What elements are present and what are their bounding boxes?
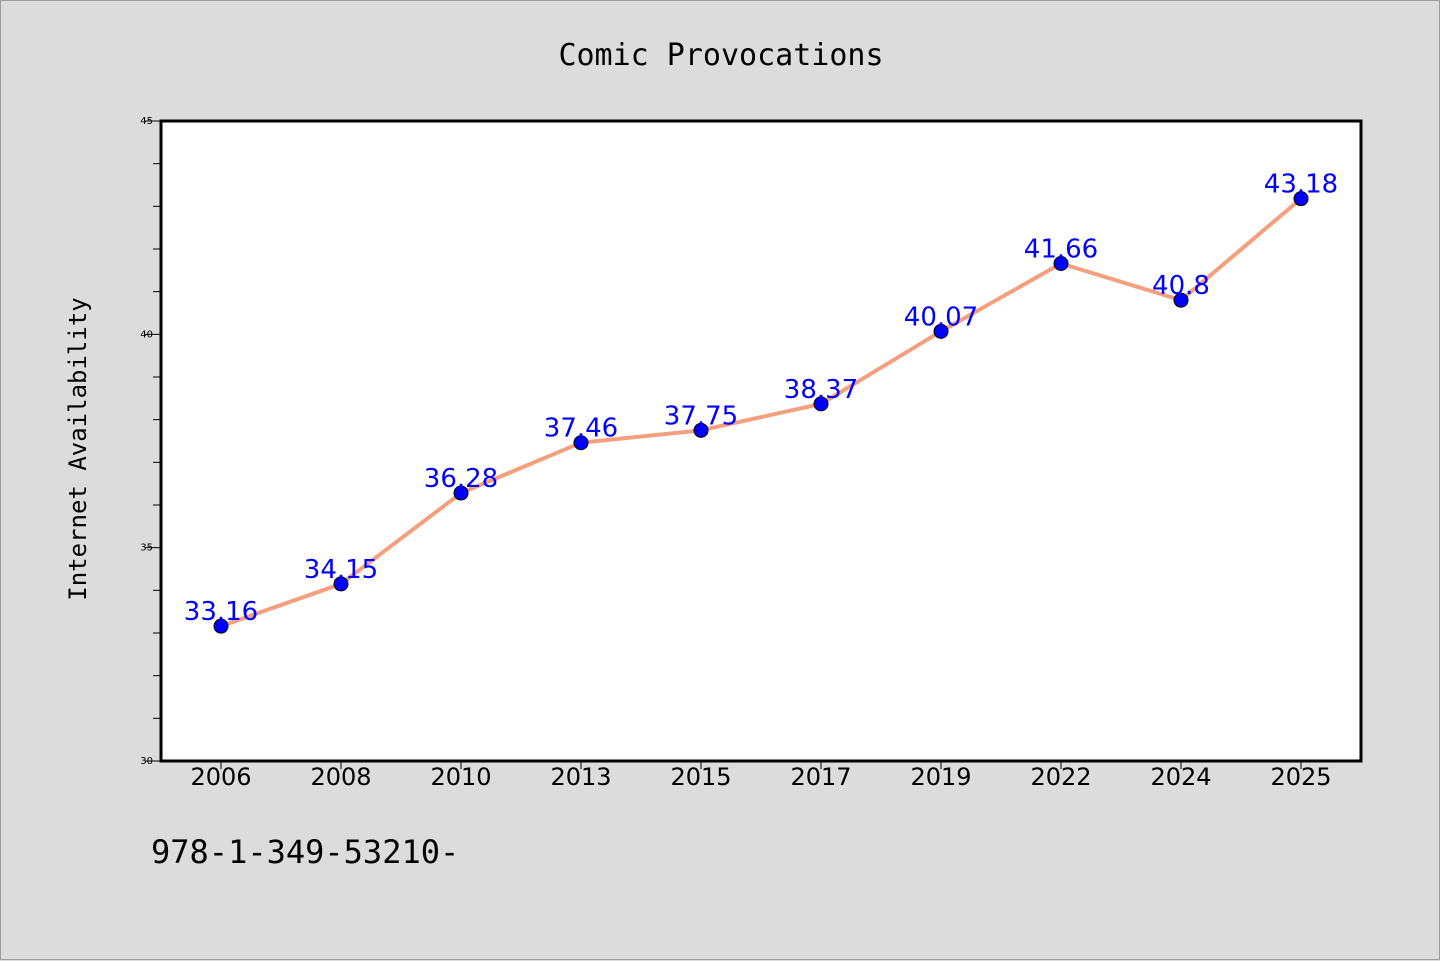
x-tick-label: 2006	[190, 763, 251, 791]
series-line	[219, 196, 1303, 629]
series-group: 33.16 34.15 36.28 37.46 37.75 38.37 40.07 41.66…	[184, 170, 1338, 634]
x-tick-label: 2017	[790, 763, 851, 791]
y-tick-label: 45	[140, 116, 153, 127]
y-axis: 30 35 40 45	[140, 116, 161, 767]
plot-area	[159, 119, 1363, 763]
footnote-text: 978-1-349-53210-	[151, 833, 460, 871]
data-point	[573, 435, 589, 451]
data-point	[813, 396, 829, 412]
chart-title: Comic Provocations	[558, 38, 883, 73]
x-tick-label: 2019	[910, 763, 971, 791]
data-label: 38.37	[784, 375, 858, 405]
data-point	[933, 323, 949, 339]
x-tick-label: 2022	[1030, 763, 1091, 791]
data-label: 37.46	[544, 414, 618, 444]
x-tick-label: 2008	[310, 763, 371, 791]
y-axis-label: Internet Availability	[64, 297, 92, 600]
y-tick-label: 30	[140, 756, 153, 767]
data-point	[1053, 256, 1069, 272]
data-point	[1173, 292, 1189, 308]
data-point	[213, 618, 229, 634]
data-label: 43.18	[1264, 170, 1338, 200]
data-label: 36.28	[424, 464, 498, 494]
x-tick-label: 2013	[550, 763, 611, 791]
data-point	[333, 576, 349, 592]
x-axis: 2006 2008 2010 2013 2015 2017 2019 2022 2024 2025	[190, 761, 1332, 791]
data-label: 37.75	[664, 401, 738, 431]
data-label: 40.07	[904, 302, 978, 332]
y-tick-label: 35	[140, 543, 153, 554]
x-tick-label: 2025	[1270, 763, 1331, 791]
data-label: 33.16	[184, 597, 258, 627]
data-label: 41.66	[1024, 235, 1098, 265]
x-tick-label: 2024	[1150, 763, 1211, 791]
data-point	[693, 422, 709, 438]
y-tick-label: 40	[140, 329, 153, 340]
data-point	[1293, 191, 1309, 207]
x-tick-label: 2010	[430, 763, 491, 791]
data-label: 40.8	[1152, 271, 1210, 301]
x-tick-label: 2015	[670, 763, 731, 791]
data-point	[453, 485, 469, 501]
data-label: 34.15	[304, 555, 378, 585]
